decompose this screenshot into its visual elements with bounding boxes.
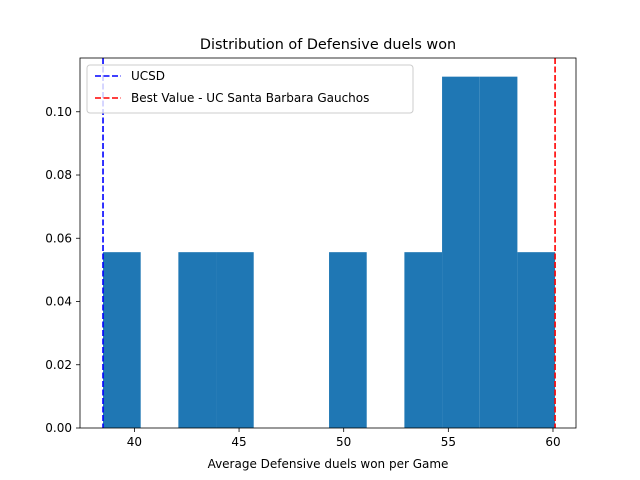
y-tick-label: 0.10 <box>45 105 72 119</box>
y-tick-label: 0.00 <box>45 421 72 435</box>
legend-entry-label: UCSD <box>131 69 165 83</box>
legend-box <box>86 64 414 114</box>
x-tick-label: 60 <box>545 435 560 449</box>
y-tick-label: 0.04 <box>45 295 72 309</box>
reference-lines <box>102 58 556 428</box>
x-axis-ticks: 40 45 50 55 60 <box>127 428 561 449</box>
bars-group <box>103 76 556 429</box>
y-axis-ticks: 0.00 0.02 0.04 0.06 0.08 0.10 <box>45 105 80 435</box>
histogram-bar <box>216 252 254 428</box>
legend-entry-label: Best Value - UC Santa Barbara Gauchos <box>131 91 369 105</box>
x-axis-label: Average Defensive duels won per Game <box>208 457 449 471</box>
x-tick-label: 45 <box>231 435 246 449</box>
legend: UCSD Best Value - UC Santa Barbara Gaucho… <box>86 64 414 114</box>
histogram-bar <box>178 252 217 428</box>
chart-title: Distribution of Defensive duels won <box>200 37 456 53</box>
x-tick-label: 50 <box>336 435 351 449</box>
y-tick-label: 0.08 <box>45 168 72 182</box>
histogram-bar <box>517 252 556 428</box>
y-tick-label: 0.02 <box>45 358 72 372</box>
axes-frame <box>79 57 577 429</box>
histogram-bar <box>442 76 480 429</box>
histogram-bar <box>329 252 367 428</box>
x-tick-label: 40 <box>127 435 142 449</box>
histogram-bar <box>404 252 443 428</box>
histogram-bar <box>103 252 141 428</box>
histogram-bar <box>479 76 518 429</box>
x-tick-label: 55 <box>441 435 456 449</box>
y-tick-label: 0.06 <box>45 231 72 245</box>
